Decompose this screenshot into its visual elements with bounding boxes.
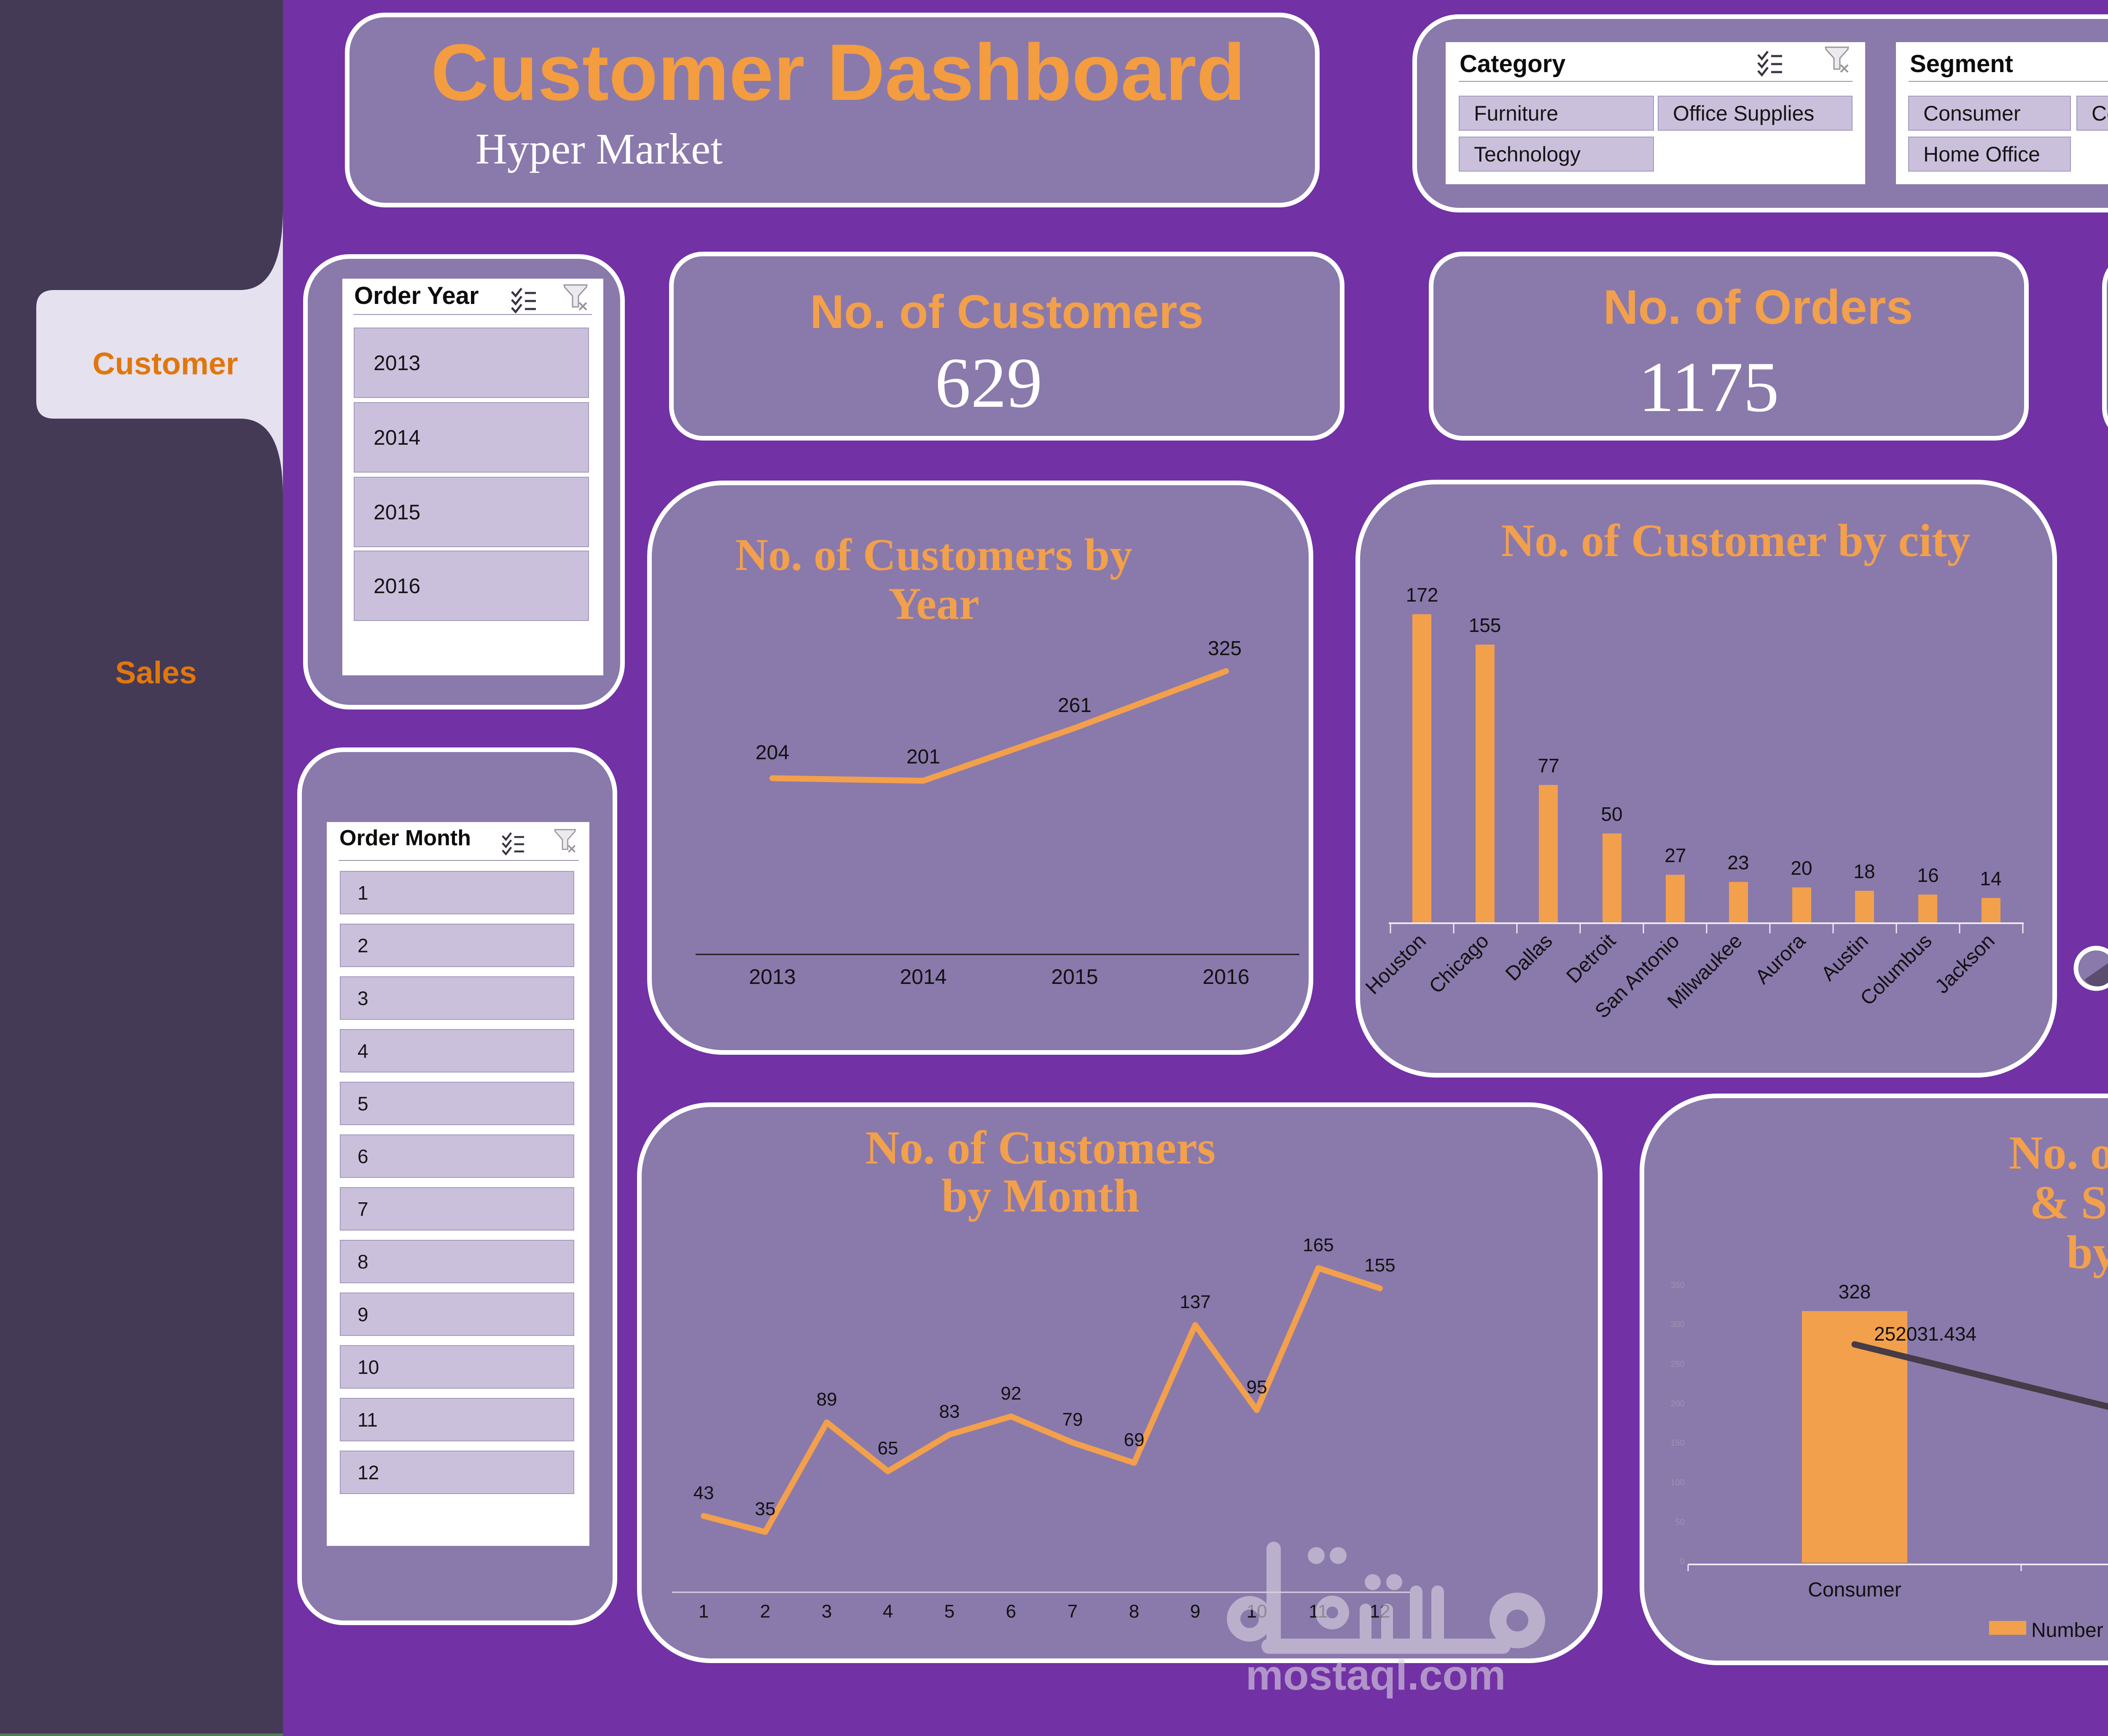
svg-text:Customer: Customer (92, 346, 238, 381)
svg-text:69: 69 (1124, 1430, 1145, 1450)
svg-text:1175: 1175 (1638, 347, 1779, 427)
svg-text:4: 4 (883, 1601, 893, 1622)
svg-text:172: 172 (1406, 584, 1438, 606)
svg-text:No. of Customers: No. of Customers (866, 1122, 1216, 1174)
svg-text:No. of Customers: No. of Customers (2009, 1127, 2108, 1179)
svg-text:14: 14 (1980, 868, 2001, 889)
svg-text:Aurora: Aurora (1751, 930, 1810, 989)
svg-text:Houston: Houston (1361, 930, 1430, 999)
svg-text:2013: 2013 (749, 965, 796, 989)
svg-text:18: 18 (1853, 860, 1875, 882)
svg-text:Sales: Sales (115, 655, 196, 690)
svg-text:2014: 2014 (900, 965, 946, 989)
svg-text:43: 43 (694, 1483, 714, 1503)
svg-text:No. of Customer by city: No. of Customer by city (1501, 515, 1970, 566)
svg-text:2016: 2016 (1202, 965, 1249, 989)
svg-text:Austin: Austin (1817, 930, 1873, 985)
svg-text:83: 83 (939, 1401, 960, 1422)
svg-text:Detroit: Detroit (1562, 930, 1620, 987)
svg-text:No. of Orders: No. of Orders (1603, 280, 1913, 334)
svg-text:92: 92 (1001, 1383, 1022, 1404)
svg-text:7: 7 (1067, 1601, 1078, 1622)
svg-text:5: 5 (944, 1601, 955, 1622)
svg-text:50: 50 (1601, 803, 1622, 825)
svg-text:Jackson: Jackson (1931, 930, 1999, 998)
svg-text:155: 155 (1364, 1255, 1395, 1276)
svg-text:8: 8 (1129, 1601, 1139, 1622)
svg-text:27: 27 (1664, 844, 1686, 866)
svg-text:35: 35 (755, 1499, 776, 1519)
svg-text:2015: 2015 (1051, 965, 1098, 989)
svg-text:16: 16 (1917, 864, 1939, 886)
svg-text:mostaql.com: mostaql.com (1246, 1652, 1506, 1699)
svg-text:201: 201 (906, 746, 940, 768)
svg-text:Customer Dashboard: Customer Dashboard (431, 28, 1245, 117)
svg-text:137: 137 (1180, 1292, 1210, 1312)
svg-text:328: 328 (1839, 1281, 1871, 1303)
svg-text:Consumer: Consumer (1808, 1579, 1901, 1601)
svg-text:9: 9 (1190, 1601, 1200, 1622)
svg-text:200: 200 (1671, 1399, 1685, 1408)
svg-text:20: 20 (1791, 857, 1812, 879)
svg-text:204: 204 (756, 742, 789, 764)
svg-text:No. of Customers: No. of Customers (810, 285, 1203, 338)
svg-text:Number of Customer: Number of Customer (2031, 1619, 2108, 1642)
svg-text:252031.434: 252031.434 (1874, 1323, 1976, 1345)
svg-text:3: 3 (822, 1601, 832, 1622)
svg-text:65: 65 (878, 1438, 898, 1459)
svg-text:by Segment: by Segment (2067, 1226, 2108, 1279)
svg-text:261: 261 (1058, 694, 1092, 717)
svg-text:300: 300 (1671, 1320, 1685, 1329)
svg-text:89: 89 (817, 1389, 837, 1410)
svg-text:79: 79 (1062, 1409, 1083, 1430)
svg-text:95: 95 (1247, 1377, 1267, 1397)
svg-text:Hyper Market: Hyper Market (476, 125, 723, 173)
svg-text:by Month: by Month (941, 1170, 1140, 1222)
svg-text:155: 155 (1469, 614, 1501, 636)
svg-text:165: 165 (1303, 1235, 1334, 1255)
svg-text:629: 629 (935, 343, 1043, 422)
svg-text:Chicago: Chicago (1425, 930, 1493, 998)
svg-text:& Sum of Sales: & Sum of Sales (2030, 1177, 2108, 1229)
svg-text:250: 250 (1671, 1360, 1685, 1369)
svg-text:325: 325 (1208, 637, 1242, 660)
svg-text:150: 150 (1671, 1438, 1685, 1448)
svg-text:Dallas: Dallas (1501, 930, 1557, 985)
svg-text:6: 6 (1006, 1601, 1016, 1622)
svg-text:23: 23 (1727, 852, 1749, 873)
svg-text:100: 100 (1671, 1478, 1685, 1487)
svg-text:Year: Year (888, 579, 979, 629)
svg-text:50: 50 (1675, 1518, 1685, 1527)
svg-text:2: 2 (760, 1601, 770, 1622)
svg-text:77: 77 (1538, 755, 1559, 777)
svg-text:350: 350 (1671, 1281, 1685, 1290)
svg-text:0: 0 (1680, 1557, 1685, 1566)
svg-text:1: 1 (699, 1601, 709, 1622)
svg-text:No. of Customers by: No. of Customers by (735, 530, 1132, 580)
